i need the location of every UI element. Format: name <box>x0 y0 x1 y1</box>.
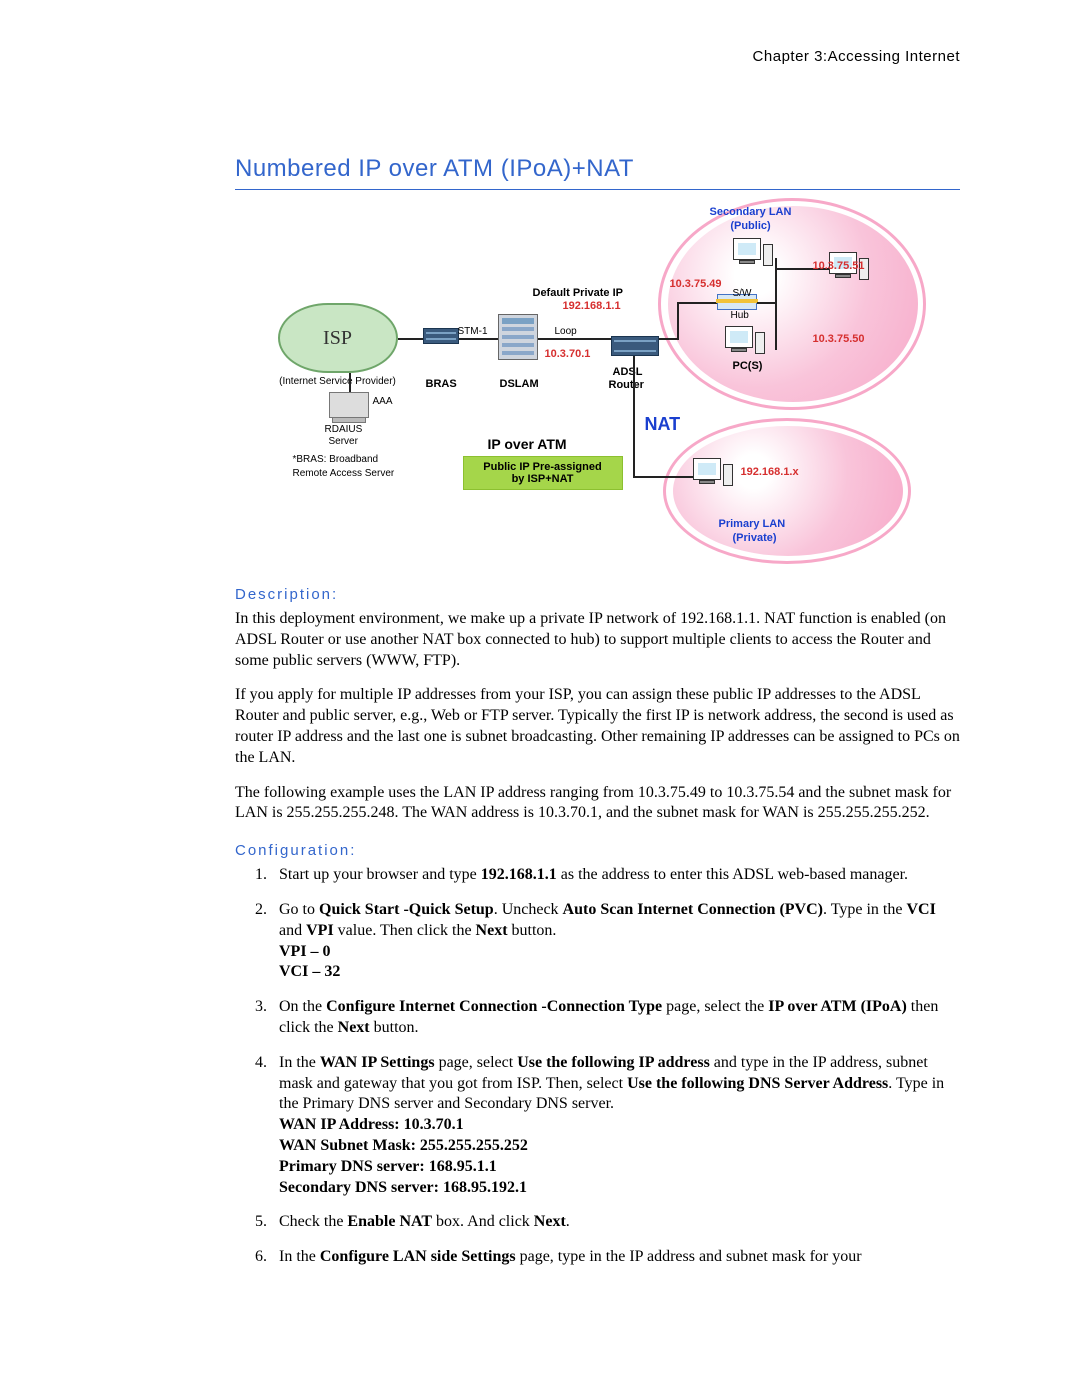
pc-primary <box>693 458 733 490</box>
ip-7550: 10.3.75.50 <box>813 333 865 345</box>
ipoveratm-label: IP over ATM <box>488 436 567 452</box>
s2k: button. <box>508 922 557 939</box>
s2i: value. Then click the <box>334 922 476 939</box>
s4mask: WAN Subnet Mask: 255.255.255.252 <box>279 1137 528 1154</box>
secondary-lan-2: (Public) <box>691 220 811 232</box>
sw-label: S/W <box>733 288 752 299</box>
network-diagram: ISP (Internet Service Provider) BRAS STM… <box>273 208 923 568</box>
primary-lan-1: Primary LAN <box>719 518 786 530</box>
bras-label: BRAS <box>426 378 457 390</box>
hub-label: Hub <box>731 310 749 321</box>
s6a: In the <box>279 1248 320 1265</box>
s2b: Quick Start -Quick Setup <box>319 901 494 918</box>
s3b: Configure Internet Connection -Connectio… <box>326 998 662 1015</box>
s2vci: VCI – 32 <box>279 963 340 980</box>
s4wanip: WAN IP Address: 10.3.70.1 <box>279 1116 464 1133</box>
config-step-5: Check the Enable NAT box. And click Next… <box>271 1212 960 1233</box>
s4d: Use the following IP address <box>517 1054 710 1071</box>
aaa-server <box>329 392 369 418</box>
s6c: page, type in the IP address and subnet … <box>516 1248 862 1265</box>
badge-2: by ISP+NAT <box>472 473 614 485</box>
aaa-label: AAA <box>373 396 393 407</box>
s5b: Enable NAT <box>347 1213 432 1230</box>
bras-note-2: Remote Access Server <box>293 468 395 479</box>
s2h: VPI <box>306 922 334 939</box>
s2d: Auto Scan Internet Connection (PVC) <box>563 901 823 918</box>
s4f: Use the following DNS Server Address <box>627 1075 888 1092</box>
section-title: Numbered IP over ATM (IPoA)+NAT <box>235 155 960 190</box>
wan-ip: 10.3.70.1 <box>545 348 591 360</box>
s2a: Go to <box>279 901 319 918</box>
adsl-router <box>611 336 659 356</box>
s4b: WAN IP Settings <box>320 1054 435 1071</box>
s1c: as the address to enter this ADSL web-ba… <box>557 866 908 883</box>
s4c: page, select <box>435 1054 518 1071</box>
primary-ip: 192.168.1.x <box>741 466 799 478</box>
s5c: box. And click <box>432 1213 534 1230</box>
s4a: In the <box>279 1054 320 1071</box>
s2vpi: VPI – 0 <box>279 943 331 960</box>
dslam-device <box>498 314 538 360</box>
isp-label: ISP <box>323 327 352 350</box>
radius-1: RDAIUS <box>325 424 363 435</box>
desc-p2: If you apply for multiple IP addresses f… <box>235 685 960 768</box>
configuration-heading: Configuration: <box>235 842 960 859</box>
description-heading: Description: <box>235 586 960 603</box>
s2c: . Uncheck <box>494 901 563 918</box>
s4pdns: Primary DNS server: 168.95.1.1 <box>279 1158 497 1175</box>
isp-sub: (Internet Service Provider) <box>273 376 403 387</box>
badge-box: Public IP Pre-assigned by ISP+NAT <box>463 456 623 490</box>
ip-7551: 10.3.75.51 <box>813 260 865 272</box>
router-label: Router <box>609 379 644 391</box>
s1b: 192.168.1.1 <box>481 866 557 883</box>
adsl-label: ADSL <box>613 366 643 378</box>
config-step-2: Go to Quick Start -Quick Setup. Uncheck … <box>271 900 960 983</box>
chapter-header: Chapter 3:Accessing Internet <box>235 48 960 65</box>
pcs-label: PC(S) <box>733 360 763 372</box>
stm1-label: STM-1 <box>458 326 488 337</box>
pc-bottom <box>725 326 765 358</box>
secondary-lan-1: Secondary LAN <box>691 206 811 218</box>
s4sdns: Secondary DNS server: 168.95.192.1 <box>279 1179 527 1196</box>
bras-note-1: *BRAS: Broadband <box>293 454 379 465</box>
s3d: IP over ATM (IPoA) <box>768 998 907 1015</box>
s2j: Next <box>476 922 508 939</box>
s2e: . Type in the <box>823 901 906 918</box>
badge-1: Public IP Pre-assigned <box>472 461 614 473</box>
isp-cloud: ISP <box>278 303 398 373</box>
primary-lan-2: (Private) <box>733 532 777 544</box>
s3a: On the <box>279 998 326 1015</box>
config-list: Start up your browser and type 192.168.1… <box>235 865 960 1268</box>
config-step-4: In the WAN IP Settings page, select Use … <box>271 1053 960 1199</box>
s2g: and <box>279 922 306 939</box>
nat-label: NAT <box>645 414 681 435</box>
s1a: Start up your browser and type <box>279 866 481 883</box>
s3c: page, select the <box>662 998 768 1015</box>
default-ip-label: Default Private IP <box>533 287 623 299</box>
s3g: button. <box>370 1019 419 1036</box>
ip-7549: 10.3.75.49 <box>670 278 722 290</box>
config-step-3: On the Configure Internet Connection -Co… <box>271 997 960 1039</box>
default-ip: 192.168.1.1 <box>563 300 621 312</box>
s2f: VCI <box>906 901 935 918</box>
s5d: Next <box>534 1213 566 1230</box>
desc-p3: The following example uses the LAN IP ad… <box>235 783 960 825</box>
bras-device <box>423 328 459 344</box>
dslam-label: DSLAM <box>500 378 539 390</box>
s6b: Configure LAN side Settings <box>320 1248 516 1265</box>
loop-label: Loop <box>555 326 577 337</box>
radius-2: Server <box>329 436 358 447</box>
config-step-6: In the Configure LAN side Settings page,… <box>271 1247 960 1268</box>
config-step-1: Start up your browser and type 192.168.1… <box>271 865 960 886</box>
s5a: Check the <box>279 1213 347 1230</box>
pc-top <box>733 238 773 270</box>
s3f: Next <box>338 1019 370 1036</box>
desc-p1: In this deployment environment, we make … <box>235 609 960 671</box>
s5e: . <box>566 1213 570 1230</box>
